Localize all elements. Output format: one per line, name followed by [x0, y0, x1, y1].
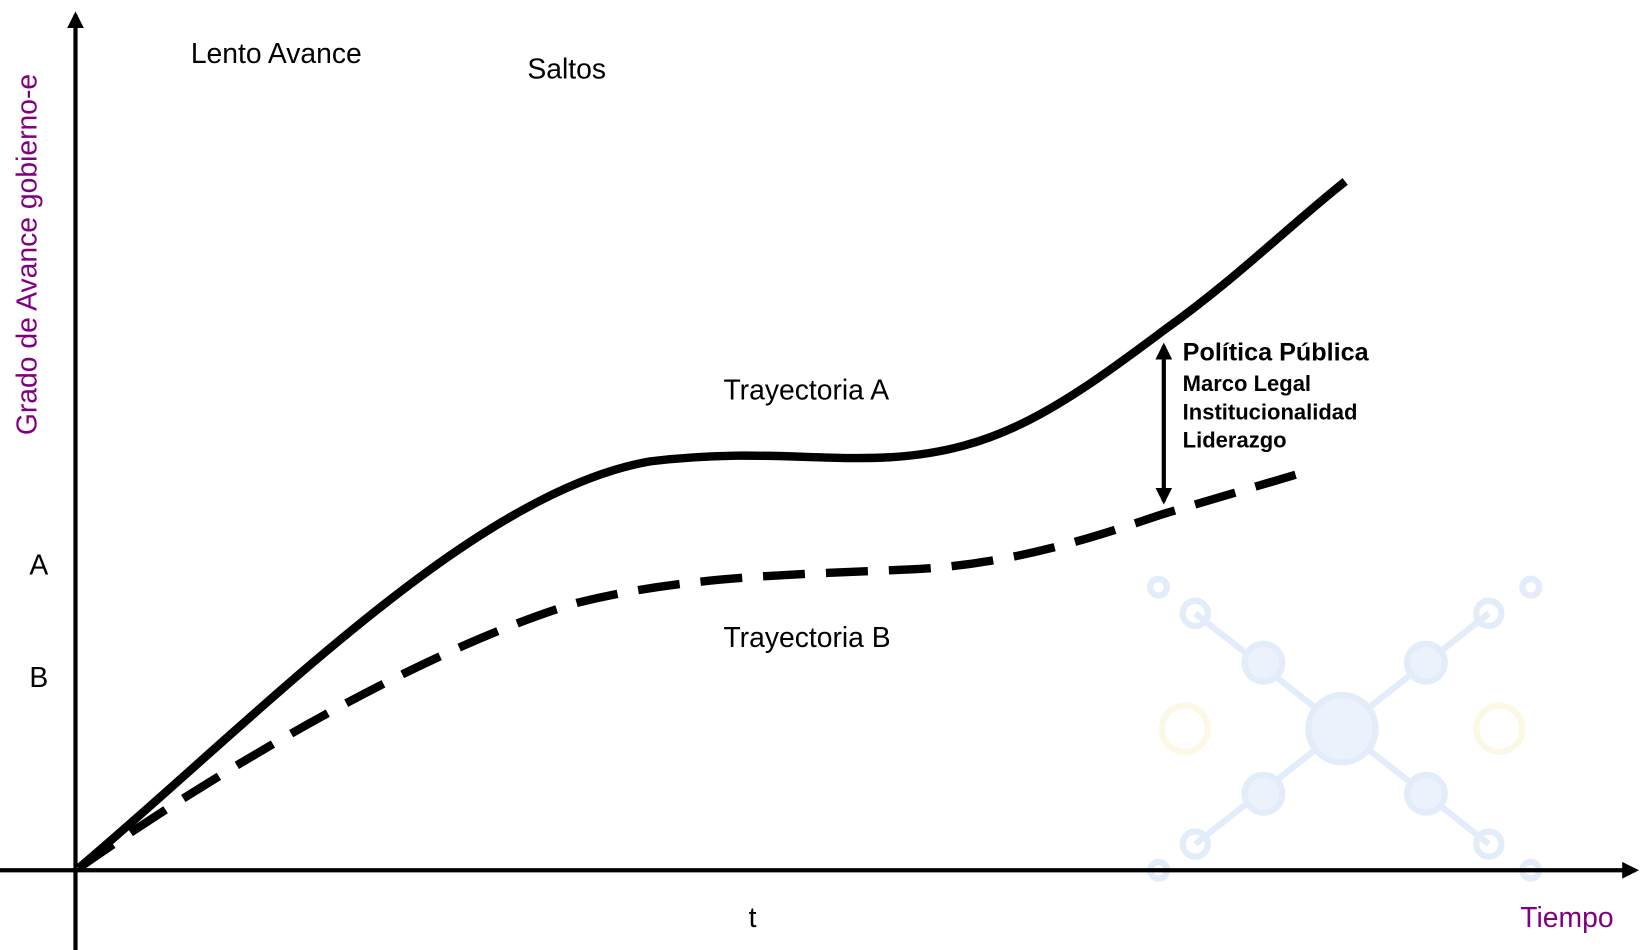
gap-title: Política Pública: [1183, 339, 1370, 367]
trajectory-a: [75, 178, 1348, 872]
top-label: Lento Avance: [191, 37, 362, 69]
top-label: Saltos: [527, 53, 606, 85]
y-marker: B: [29, 661, 48, 693]
gap-item: Institucionalidad: [1183, 399, 1358, 424]
x-axis-label: Tiempo: [1520, 901, 1613, 933]
gap-item: Liderazgo: [1183, 428, 1287, 453]
curve-label: Trayectoria B: [723, 621, 890, 653]
background-network: [1147, 575, 1543, 882]
x-marker: t: [749, 901, 757, 933]
gap-item: Marco Legal: [1183, 371, 1311, 396]
curve-label: Trayectoria A: [723, 374, 889, 406]
trajectory-b: [76, 467, 1307, 872]
y-marker: A: [29, 549, 48, 581]
y-axis-label: Grado de Avance gobierno-e: [11, 74, 43, 435]
